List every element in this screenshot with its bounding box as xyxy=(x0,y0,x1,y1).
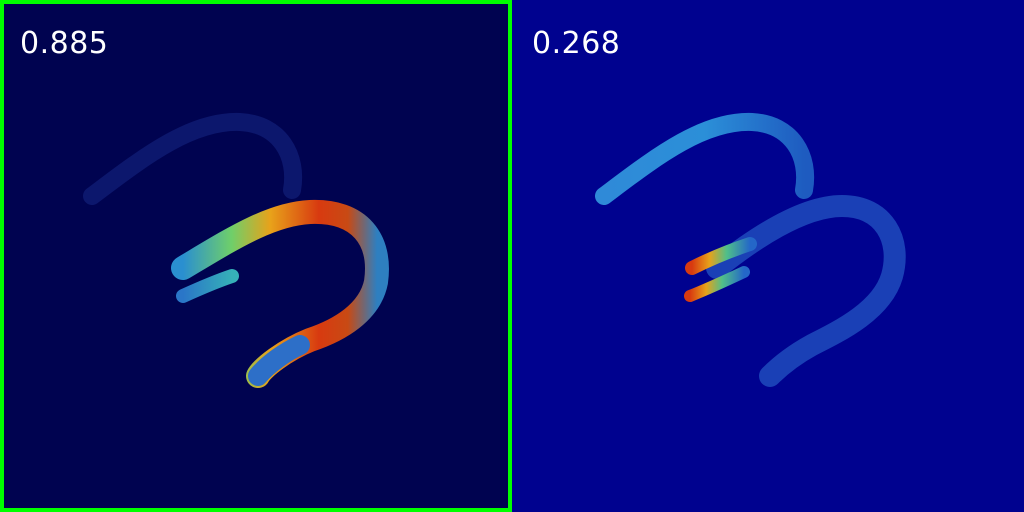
highlighted-object xyxy=(171,199,389,388)
left-heatmap-image xyxy=(83,112,389,388)
ghost-object-outline xyxy=(83,112,303,205)
upper-object xyxy=(595,112,815,205)
right-heatmap-image xyxy=(595,112,906,387)
lower-object xyxy=(706,194,906,387)
similarity-score-left: 0.885 xyxy=(20,26,109,61)
heatmap-panel-right[interactable]: 0.268 xyxy=(512,0,1024,512)
similarity-score-right: 0.268 xyxy=(532,26,621,61)
heatmap-panel-left[interactable]: 0.885 xyxy=(0,0,512,512)
hot-tips xyxy=(684,237,757,302)
